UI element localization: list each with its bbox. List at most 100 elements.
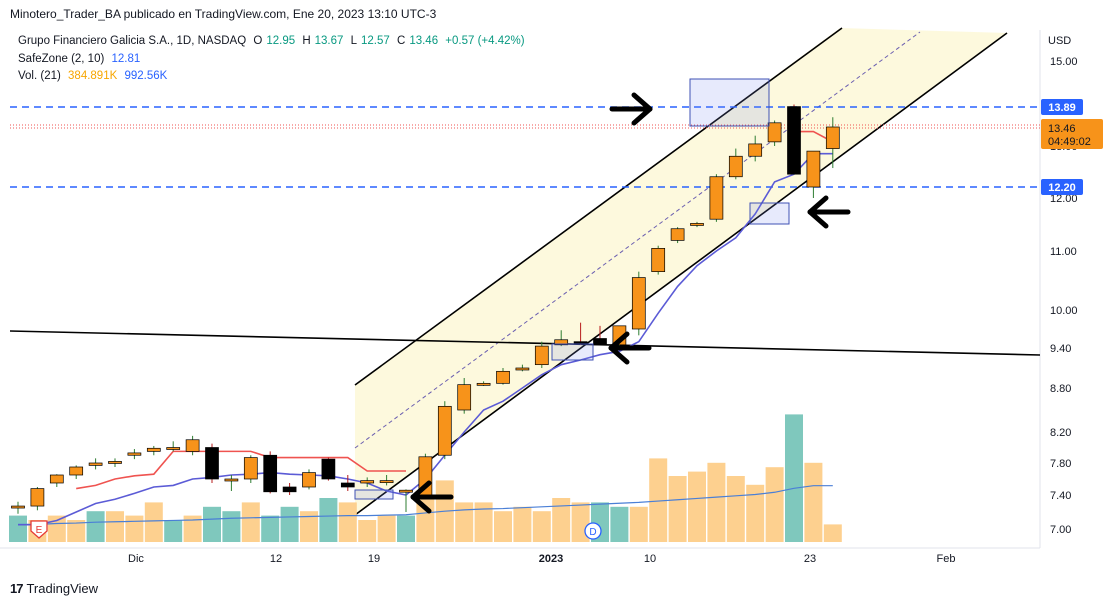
price-tick-label: 15.00: [1050, 56, 1078, 68]
candle-body: [457, 384, 472, 411]
volume-bar: [726, 476, 745, 542]
ohlc-low-label: L: [350, 35, 358, 47]
candle-body: [108, 461, 122, 464]
volume-bar: [261, 515, 280, 542]
candle-body: [127, 452, 142, 456]
annotation-arrows[interactable]: [410, 92, 851, 514]
horizontal-trendline: [9, 330, 1041, 356]
ohlc-low: 12.57: [361, 35, 390, 47]
price-tick-label: 12.00: [1050, 193, 1078, 205]
arrow-left-icon-head: [410, 480, 432, 514]
volume-bar: [494, 511, 512, 542]
highlight-boxes[interactable]: [354, 78, 790, 500]
time-tick-label: 10: [644, 553, 656, 565]
volume-bar: [319, 498, 338, 542]
safezone-legend[interactable]: SafeZone (2, 10) 12.81: [18, 53, 144, 65]
volume-bar: [746, 484, 765, 542]
volume-bar: [455, 502, 474, 542]
time-tick-label: 2023: [539, 553, 563, 565]
tradingview-logo[interactable]: 17 TradingView: [10, 581, 98, 596]
volume-value: 384.891K: [68, 70, 118, 82]
dividend-marker: D: [584, 522, 602, 540]
time-tick-label: 12: [270, 553, 282, 565]
price-levels[interactable]: [9, 106, 1041, 356]
ohlc-close-label: C: [397, 35, 406, 47]
time-tick-label: 19: [368, 553, 380, 565]
ohlc-high: 13.67: [314, 35, 344, 47]
time-axis[interactable]: Dic 12 19 2023 10 23 Feb: [128, 553, 955, 565]
volume-bar: [47, 515, 66, 542]
candle-body: [49, 474, 64, 484]
candle-body: [476, 382, 491, 386]
volume-legend[interactable]: Vol. (21) 384.891K 992.56K: [18, 70, 171, 82]
candle-body: [11, 505, 25, 509]
volume-bar: [203, 506, 221, 542]
volume-bar: [377, 515, 396, 542]
candle-body: [690, 223, 704, 226]
candle-body: [146, 447, 161, 452]
price-tick-label: 7.40: [1050, 490, 1071, 502]
safezone-value: 12.81: [111, 53, 141, 65]
last-price-tag-bg: [1041, 119, 1103, 149]
volume-ma-line: [18, 485, 833, 526]
candle-body: [166, 447, 181, 450]
trend-channel[interactable]: [354, 27, 1008, 516]
volume-bar: [688, 471, 706, 542]
volume-bar: [144, 502, 163, 542]
candle-body: [825, 126, 840, 149]
publisher-line: Minotero_Trader_BA publicado en TradingV…: [10, 7, 437, 21]
channel-upper-line: [354, 27, 843, 386]
highlight-box: [689, 78, 770, 127]
candle-body: [282, 486, 297, 493]
candle-body: [593, 338, 607, 346]
candle-body: [360, 480, 375, 484]
safezone-line: [76, 450, 406, 490]
candle-body: [534, 345, 549, 366]
candle-body: [787, 106, 801, 175]
volume-bar: [765, 467, 784, 542]
price-axis[interactable]: 15.0013.0012.0011.0010.009.408.808.207.8…: [1041, 56, 1103, 536]
candle-body: [379, 480, 394, 483]
volume-bar: [649, 458, 668, 542]
candle-body: [631, 277, 646, 330]
earnings-icon: [30, 520, 48, 539]
volume-bar: [164, 520, 183, 542]
candle-body: [302, 472, 316, 488]
time-tick-label: 23: [804, 553, 816, 565]
candle-body: [30, 488, 45, 507]
ohlc-close: 13.46: [409, 35, 439, 47]
volume-bar: [629, 506, 648, 542]
volume-bar: [125, 515, 144, 542]
candle-body: [651, 248, 666, 273]
volume-bar: [552, 498, 571, 542]
candle-body: [767, 122, 782, 143]
last-price-tag: 13.46: [1048, 123, 1076, 135]
ohlc-open-label: O: [253, 35, 263, 47]
symbol-name: Grupo Financiero Galicia S.A., 1D, NASDA…: [18, 35, 247, 47]
volume-bar: [183, 515, 202, 542]
candle-body: [243, 457, 258, 480]
candles: [11, 104, 840, 514]
price-tick-label: 8.80: [1050, 383, 1071, 395]
resistance-price-tag-bg: [1041, 99, 1083, 115]
candle-body: [709, 176, 724, 220]
volume-ma-value: 992.56K: [124, 70, 168, 82]
ohlc-open: 12.95: [266, 35, 296, 47]
channel-mid-line: [354, 31, 921, 449]
arrow-left-icon-head: [807, 195, 829, 229]
volume-bars: [9, 414, 842, 542]
volume-bar: [222, 511, 241, 542]
tradingview-mark-icon: 17: [10, 581, 24, 596]
candle-body: [573, 341, 588, 345]
support-price-tag-bg: [1041, 179, 1083, 195]
earnings-label: E: [36, 525, 43, 536]
candle-body: [340, 482, 355, 488]
ohlc-high-label: H: [302, 35, 311, 47]
volume-bar: [804, 462, 823, 542]
highlight-box: [749, 202, 790, 225]
volume-bar: [785, 414, 803, 542]
candle-body: [205, 447, 219, 480]
volume-bar: [823, 524, 842, 542]
